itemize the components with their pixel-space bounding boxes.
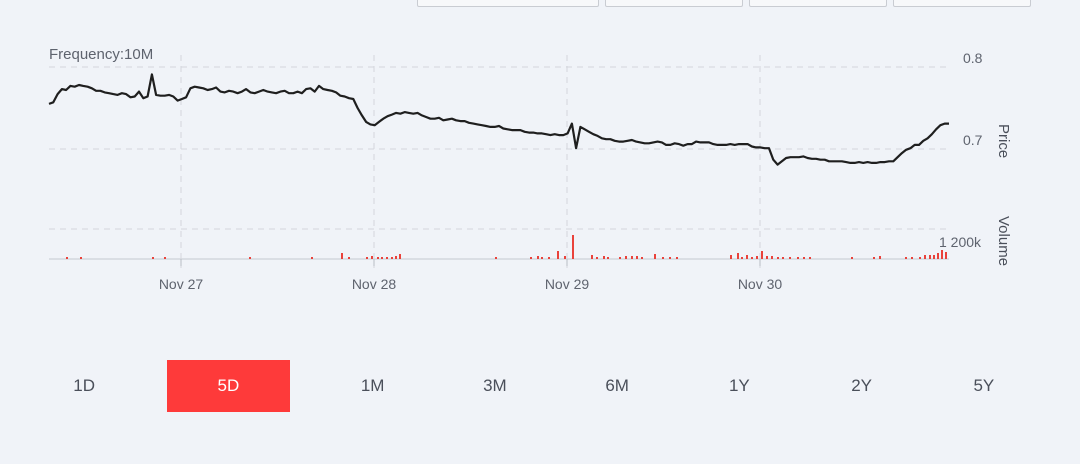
volume-bar	[541, 257, 543, 259]
volume-bar	[625, 256, 627, 259]
volume-bar	[873, 257, 875, 259]
volume-bar	[941, 250, 943, 259]
volume-bar	[548, 257, 550, 259]
range-5d-button[interactable]: 5D	[167, 360, 290, 412]
volume-bar	[730, 255, 732, 259]
top-control-3[interactable]	[749, 0, 887, 7]
volume-bar	[937, 253, 939, 259]
volume-bar	[737, 253, 739, 259]
volume-bar	[654, 254, 656, 259]
price-line	[48, 73, 949, 166]
price-tick-0-7: 0.7	[963, 132, 983, 148]
volume-bar	[851, 257, 853, 259]
volume-bar	[756, 256, 758, 259]
volume-bar	[669, 257, 671, 259]
top-control-1[interactable]	[417, 0, 599, 7]
volume-bar	[777, 257, 779, 259]
price-axis-label: Price	[995, 124, 1012, 158]
volume-bar	[557, 251, 559, 259]
price-volume-chart: Frequency:10M 0.8 0.7 1 200k Price Volum…	[48, 46, 1012, 292]
volume-bar	[386, 257, 388, 259]
volume-bar	[249, 257, 251, 259]
volume-bar	[371, 256, 373, 259]
volume-bar	[919, 257, 921, 259]
frequency-label: Frequency:10M	[49, 46, 153, 63]
range-5y-button[interactable]: 5Y	[973, 376, 995, 395]
range-2y-button[interactable]: 2Y	[851, 376, 873, 395]
volume-bar	[564, 256, 566, 259]
top-control-4[interactable]	[893, 0, 1031, 7]
volume-bar	[929, 255, 931, 259]
volume-bar	[809, 257, 811, 259]
volume-bar	[311, 257, 313, 259]
volume-bar	[164, 257, 166, 259]
volume-bar	[641, 257, 643, 259]
volume-bar	[572, 235, 574, 259]
volume-bar	[596, 257, 598, 259]
range-6m-button[interactable]: 6M	[605, 376, 629, 395]
volume-bar	[662, 257, 664, 259]
volume-bar	[377, 257, 379, 259]
volume-bar	[911, 257, 913, 259]
volume-tick: 1 200k	[939, 234, 982, 250]
volume-bar	[607, 257, 609, 259]
range-3m-button[interactable]: 3M	[483, 376, 507, 395]
volume-bar	[741, 257, 743, 259]
x-tick-nov-30: Nov 30	[738, 276, 783, 292]
volume-bar	[348, 257, 350, 259]
volume-bar	[789, 257, 791, 259]
chart-grid	[49, 55, 949, 268]
volume-bar	[782, 257, 784, 259]
volume-bar	[391, 257, 393, 259]
volume-bar	[746, 255, 748, 259]
volume-bar	[341, 253, 343, 259]
x-tick-nov-29: Nov 29	[545, 276, 590, 292]
volume-bar	[591, 255, 593, 259]
volume-bar	[924, 255, 926, 259]
volume-bar	[631, 256, 633, 259]
volume-bar	[395, 256, 397, 259]
volume-bar	[530, 257, 532, 259]
volume-bar	[381, 257, 383, 259]
volume-bar	[751, 257, 753, 259]
x-tick-nov-27: Nov 27	[159, 276, 204, 292]
range-1m-button[interactable]: 1M	[360, 376, 385, 395]
volume-bar	[905, 257, 907, 259]
volume-bar	[619, 257, 621, 259]
volume-bar	[66, 257, 68, 259]
volume-bar	[803, 257, 805, 259]
range-1y-button[interactable]: 1Y	[728, 376, 750, 395]
range-selector: 1D 5D 1M 3M 6M 1Y 2Y 5Y	[23, 360, 1045, 412]
volume-bar	[879, 256, 881, 259]
volume-bar	[636, 256, 638, 259]
volume-bar	[771, 256, 773, 259]
volume-bar	[603, 256, 605, 259]
volume-bar	[537, 256, 539, 259]
volume-axis-label: Volume	[995, 216, 1012, 266]
volume-bar	[761, 251, 763, 259]
volume-bar	[495, 257, 497, 259]
volume-bar	[399, 254, 401, 259]
volume-bar	[797, 257, 799, 259]
top-control-2[interactable]	[605, 0, 743, 7]
x-tick-nov-28: Nov 28	[352, 276, 397, 292]
volume-bar	[366, 257, 368, 259]
volume-bar	[945, 252, 947, 259]
volume-bar	[766, 256, 768, 259]
volume-bar	[152, 257, 154, 259]
volume-bar	[933, 255, 935, 259]
volume-bar	[80, 257, 82, 259]
price-tick-0-8: 0.8	[963, 50, 983, 66]
volume-bars	[66, 235, 947, 259]
volume-bar	[676, 257, 678, 259]
range-1d-button[interactable]: 1D	[73, 376, 95, 395]
